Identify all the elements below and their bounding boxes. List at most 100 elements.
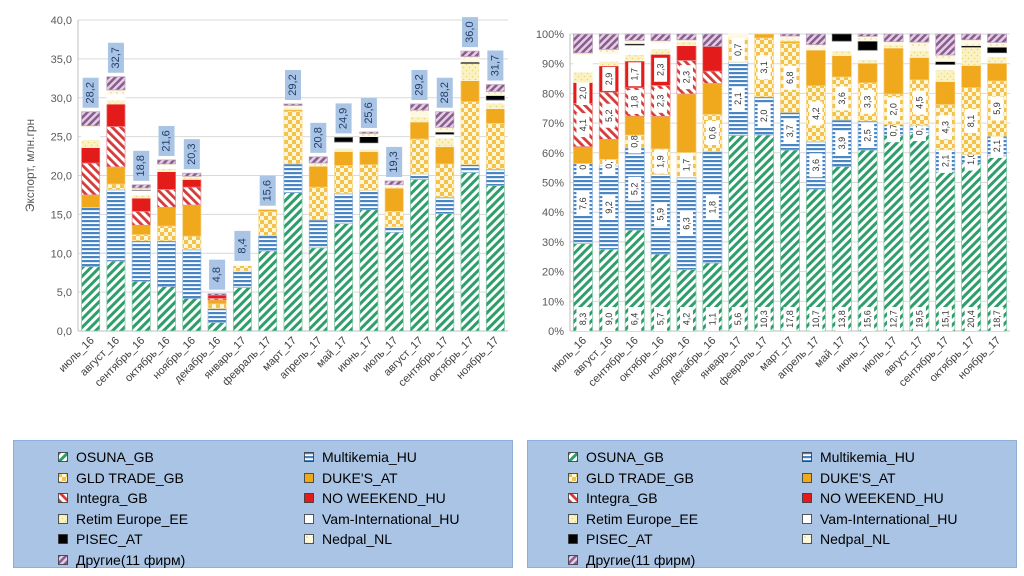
bar-segment-osuna-сентябрь-17	[435, 213, 455, 332]
value-label-box	[628, 176, 642, 201]
pct-segment-nedpal-апрель-17	[806, 44, 826, 51]
pct-segment-osuna-июнь-17	[857, 149, 878, 332]
bar-segment-osuna-июль-17	[384, 231, 404, 332]
legend-swatch-integra	[568, 493, 578, 503]
bar-segment-gld-июль-17	[384, 210, 404, 228]
value-label-box	[576, 307, 590, 331]
bar-segment-duke-июнь-17	[359, 151, 379, 165]
bar-segment-other-июль-16	[81, 111, 101, 127]
value-label-box	[757, 307, 771, 331]
value-label-box	[705, 121, 719, 145]
value-label-integra-август-16: 5,2	[604, 109, 614, 122]
bar-segment-other-октябрь-17	[460, 50, 480, 57]
legend-swatch-duke	[802, 472, 812, 483]
value-label-multi-сентябрь-16: 5,2	[630, 183, 640, 196]
pct-segment-retim-июнь-17	[857, 59, 878, 64]
pct-segment-nedpal-июнь-17	[857, 36, 878, 42]
value-label-box	[654, 307, 668, 331]
pct-segment-other-сентябрь-16	[624, 33, 645, 41]
pct-segment-nedpal-октябрь-16	[650, 40, 671, 44]
total-label-box	[259, 175, 276, 206]
value-label-osuna-сентябрь-16: 6,4	[630, 313, 640, 326]
bar-segment-osuna-февраль-17	[258, 250, 278, 332]
bar-segment-osuna-март-17	[283, 192, 303, 332]
bar-segment-noweekend-июль-16	[81, 147, 101, 164]
right-percent-stacked-bar-chart: 0%10%20%30%40%50%60%70%80%90%100%июль_16…	[536, 29, 1010, 389]
total-label-box	[234, 230, 251, 261]
y-tick-label: 30%	[542, 237, 564, 249]
bar-segment-osuna-декабрь-16	[207, 322, 227, 332]
legend-swatch-noweekend	[304, 493, 314, 503]
pct-segment-other-июль-17	[883, 33, 904, 42]
total-label-box	[386, 146, 403, 177]
value-label-multi-август-16: 9,2	[604, 201, 614, 214]
bar-segment-nedpal-октябрь-17	[460, 56, 480, 63]
bar-segment-multi-сентябрь-17	[435, 196, 455, 214]
bar-segment-multi-август-17	[410, 173, 429, 180]
pct-segment-other-август-17	[909, 33, 930, 43]
pct-segment-duke-июль-16	[573, 146, 593, 164]
total-label-март-17: 29,2	[287, 74, 299, 95]
pct-segment-duke-ноябрь-17	[987, 62, 1007, 82]
value-label-noweekend-сентябрь-16: 1,7	[630, 68, 640, 81]
legend-swatch-osuna	[58, 452, 68, 462]
legend-item-other: Другие(11 фирм)	[58, 552, 185, 568]
pct-segment-vam-июнь-17	[857, 49, 878, 60]
bar-segment-multi-январь-17	[233, 270, 252, 288]
pct-segment-pisec-май-17	[831, 33, 852, 42]
bar-segment-noweekend-октябрь-16	[157, 171, 176, 190]
bar-segment-retim-октябрь-16	[157, 168, 176, 172]
y-tick-label: 10,0	[51, 248, 72, 260]
y-tick-label: 20,0	[51, 171, 72, 183]
pct-segment-noweekend-ноябрь-16	[676, 45, 697, 61]
pct-segment-osuna-май-17	[831, 166, 852, 332]
value-label-box	[705, 195, 719, 220]
total-label-январь-17: 8,4	[236, 238, 248, 253]
value-label-box	[990, 307, 1004, 331]
legend-label: Integra_GB	[76, 490, 148, 506]
total-label-август-16: 32,7	[110, 47, 122, 68]
y-tick-label: 50%	[542, 178, 564, 190]
bar-segment-multi-август-16	[106, 189, 126, 262]
legend-label: Retim Europe_EE	[586, 510, 699, 527]
bar-segment-multi-февраль-17	[258, 235, 278, 252]
y-tick-label: 90%	[542, 59, 564, 71]
pct-segment-other-сентябрь-17	[935, 33, 956, 56]
bar-segment-gld-ноябрь-16	[182, 235, 202, 250]
legend-swatch-multi	[304, 452, 314, 462]
pct-segment-duke-октябрь-16	[650, 116, 671, 150]
pct-segment-noweekend-декабрь-16	[702, 46, 723, 72]
legend-item-duke: DUKE'S_AT	[304, 470, 398, 486]
pct-segment-integra-декабрь-16	[702, 70, 723, 84]
bar-segment-noweekend-ноябрь-16	[182, 179, 202, 188]
bar-segment-integra-ноябрь-16	[182, 186, 202, 206]
legend-item-gld: GLD TRADE_GB	[58, 470, 184, 486]
pct-segment-vam-сентябрь-16	[624, 44, 645, 55]
bar-segment-other-август-17	[410, 103, 429, 111]
pct-segment-other-август-16	[598, 33, 619, 50]
legend-label: DUKE'S_AT	[820, 469, 896, 486]
value-label-multi-октябрь-17: 1,0	[966, 152, 976, 165]
bar-segment-osuna-июнь-17	[359, 209, 379, 332]
pct-segment-pisec-июнь-17	[857, 40, 878, 51]
pct-segment-duke-октябрь-17	[961, 65, 982, 88]
value-label-box	[602, 66, 616, 91]
bar-segment-osuna-июль-16	[81, 266, 101, 332]
total-label-box	[82, 77, 99, 108]
value-label-osuna-октябрь-16: 5,7	[656, 313, 666, 326]
bar-segment-osuna-апрель-17	[308, 247, 328, 332]
pct-segment-retim-август-16	[598, 60, 619, 67]
value-label-box	[731, 86, 745, 111]
value-label-box	[964, 109, 978, 134]
bar-segment-retim-сентябрь-16	[131, 194, 151, 199]
bar-segment-retim-май-17	[334, 147, 353, 152]
pct-segment-other-октябрь-17	[961, 33, 982, 41]
total-label-июль-16: 28,2	[85, 82, 97, 103]
value-label-noweekend-август-16: 2,9	[604, 73, 614, 86]
bar-segment-gld-август-16	[106, 183, 126, 190]
bar-segment-retim-октябрь-17	[460, 63, 480, 81]
value-label-gld-май-17: 3,6	[837, 92, 847, 105]
bar-segment-other-июль-17	[384, 180, 404, 186]
bar-segment-other-ноябрь-17	[485, 84, 505, 92]
legend-item-osuna: OSUNA_GB	[58, 449, 154, 465]
